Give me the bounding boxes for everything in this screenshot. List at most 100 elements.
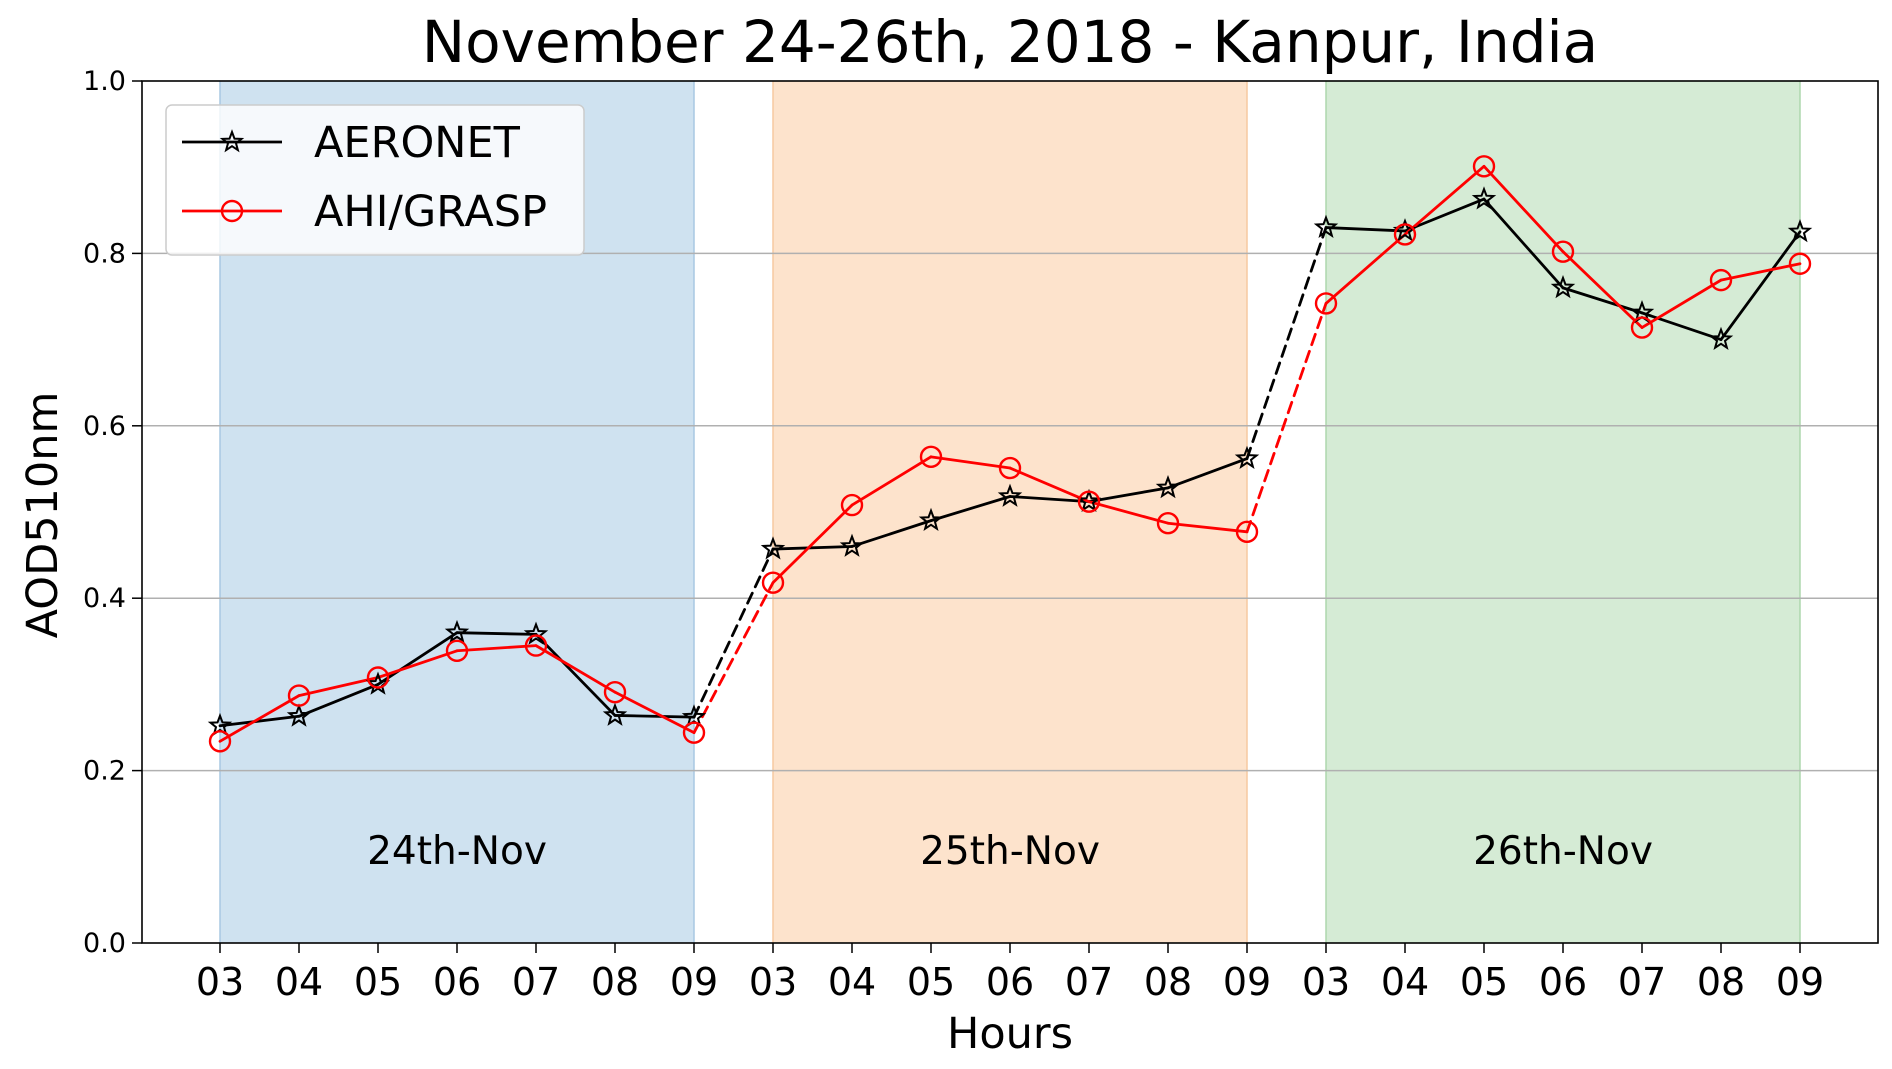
legend-circle-icon xyxy=(220,199,244,223)
series-line-ahi-grasp xyxy=(771,503,854,585)
series-line-aeronet-dashed xyxy=(1245,226,1328,460)
data-point-aeronet xyxy=(839,533,865,557)
data-point-ahi-grasp xyxy=(761,571,785,594)
series-line-ahi-grasp xyxy=(1087,500,1170,525)
data-point-aeronet xyxy=(1787,218,1813,243)
legend-label-ahi-grasp: AHI/GRASP xyxy=(314,187,547,237)
x-tick-label: 09 xyxy=(670,960,718,1004)
x-tick-label: 06 xyxy=(986,960,1034,1004)
day-band-labels: 24th-Nov 25th-Nov 26th-Nov xyxy=(367,829,1653,874)
series-line-aeronet xyxy=(1008,495,1091,504)
data-point-ahi-grasp xyxy=(287,684,311,707)
y-tick-label: 0.0 xyxy=(83,928,126,959)
series-line-aeronet-dashed xyxy=(692,547,775,719)
x-tick-label: 08 xyxy=(591,960,639,1004)
x-tick-label: 05 xyxy=(1460,960,1508,1004)
series-line-aeronet xyxy=(929,495,1012,523)
data-point-ahi-grasp xyxy=(1472,155,1496,178)
series-line-ahi-grasp xyxy=(1403,164,1486,236)
x-tick-label: 08 xyxy=(1144,960,1192,1004)
data-point-aeronet xyxy=(681,704,707,728)
series-line-ahi-grasp xyxy=(218,694,301,743)
series-line-ahi-grasp xyxy=(1482,164,1565,254)
data-point-aeronet xyxy=(207,712,233,737)
data-point-aeronet xyxy=(1471,186,1497,210)
series-lines xyxy=(218,164,1802,743)
series-line-ahi-grasp xyxy=(1008,466,1091,504)
day-band-2 xyxy=(773,81,1247,943)
series-line-ahi-grasp xyxy=(455,644,538,653)
data-point-ahi-grasp xyxy=(1314,292,1338,315)
series-line-aeronet xyxy=(1640,311,1723,342)
y-tick-label: 0.4 xyxy=(83,583,126,614)
data-point-ahi-grasp xyxy=(524,634,548,657)
data-point-aeronet xyxy=(1155,475,1181,499)
series-line-aeronet xyxy=(771,545,854,551)
x-tick-label: 05 xyxy=(354,960,402,1004)
series-line-aeronet xyxy=(455,631,538,636)
series-line-ahi-grasp xyxy=(613,690,696,735)
x-tick-label: 03 xyxy=(1302,960,1350,1004)
data-point-aeronet xyxy=(1234,445,1260,469)
series-line-aeronet xyxy=(376,631,459,686)
data-point-aeronet xyxy=(1076,488,1102,513)
data-point-aeronet xyxy=(444,619,470,644)
series-markers xyxy=(207,155,1813,753)
y-tick-label: 0.8 xyxy=(83,238,126,269)
y-tick-label: 1.0 xyxy=(83,66,126,97)
data-point-ahi-grasp xyxy=(682,721,706,744)
y-axis-title: AOD510nm xyxy=(18,392,68,639)
x-tick-label: 07 xyxy=(1618,960,1666,1004)
x-tick-label: 06 xyxy=(433,960,481,1004)
series-line-aeronet xyxy=(1166,457,1249,490)
x-tick-label: 04 xyxy=(275,960,323,1004)
data-point-aeronet xyxy=(1550,275,1576,299)
x-axis: 03 04 05 06 07 08 09 03 04 05 06 07 08 09 03 04 05 06 07 08… xyxy=(196,943,1824,1004)
data-point-ahi-grasp xyxy=(1156,512,1180,535)
series-line-aeronet xyxy=(850,519,933,548)
x-tick-label: 05 xyxy=(907,960,955,1004)
series-line-ahi-grasp-dashed xyxy=(692,581,775,735)
series-line-ahi-grasp xyxy=(534,644,617,694)
y-axis: 0.0 0.2 0.4 0.6 0.8 1.0 xyxy=(83,66,142,959)
series-line-ahi-grasp-dashed xyxy=(1245,301,1328,534)
data-point-ahi-grasp xyxy=(603,680,627,704)
data-point-ahi-grasp xyxy=(1393,223,1417,246)
y-tick-label: 0.2 xyxy=(83,756,126,787)
x-tick-label: 09 xyxy=(1223,960,1271,1004)
series-line-aeronet xyxy=(1403,197,1486,233)
data-point-aeronet xyxy=(1708,326,1734,351)
data-point-aeronet xyxy=(997,483,1023,507)
data-point-ahi-grasp xyxy=(1235,520,1259,544)
series-line-aeronet xyxy=(297,683,380,718)
data-point-ahi-grasp xyxy=(919,445,943,469)
data-point-aeronet xyxy=(523,621,549,645)
series-line-aeronet xyxy=(218,714,301,728)
legend: AERONET AHI/GRASP xyxy=(165,104,585,256)
series-line-ahi-grasp xyxy=(1324,233,1407,305)
data-point-aeronet xyxy=(602,702,628,726)
data-point-aeronet xyxy=(286,703,312,727)
series-line-aeronet xyxy=(1561,286,1644,315)
series-line-aeronet xyxy=(534,633,617,717)
x-tick-label: 07 xyxy=(1065,960,1113,1004)
series-line-aeronet xyxy=(613,714,696,719)
data-point-ahi-grasp xyxy=(1709,268,1733,292)
series-line-ahi-grasp xyxy=(1719,262,1802,282)
x-tick-label: 04 xyxy=(1381,960,1429,1004)
chart-title: November 24-26th, 2018 - Kanpur, India xyxy=(422,8,1598,76)
series-line-ahi-grasp xyxy=(929,455,1012,470)
day-band-label: 25th-Nov xyxy=(920,829,1100,874)
data-point-ahi-grasp xyxy=(1788,252,1812,275)
y-tick-label: 0.6 xyxy=(83,411,126,442)
data-point-aeronet xyxy=(760,536,786,560)
legend-star-icon xyxy=(219,129,245,153)
series-line-ahi-grasp xyxy=(1561,250,1644,329)
x-tick-label: 09 xyxy=(1776,960,1824,1004)
day-band-3 xyxy=(1326,81,1800,943)
x-tick-label: 03 xyxy=(749,960,797,1004)
data-point-aeronet xyxy=(918,507,944,532)
series-line-aeronet xyxy=(1719,230,1802,342)
